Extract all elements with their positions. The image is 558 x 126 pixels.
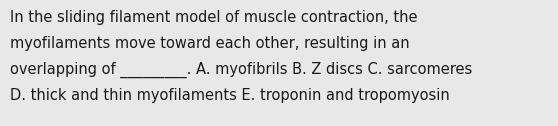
Text: myofilaments move toward each other, resulting in an: myofilaments move toward each other, res… bbox=[10, 36, 410, 51]
Text: overlapping of _________. A. myofibrils B. Z discs C. sarcomeres: overlapping of _________. A. myofibrils … bbox=[10, 62, 472, 78]
Text: In the sliding filament model of muscle contraction, the: In the sliding filament model of muscle … bbox=[10, 10, 417, 25]
Text: D. thick and thin myofilaments E. troponin and tropomyosin: D. thick and thin myofilaments E. tropon… bbox=[10, 88, 450, 103]
